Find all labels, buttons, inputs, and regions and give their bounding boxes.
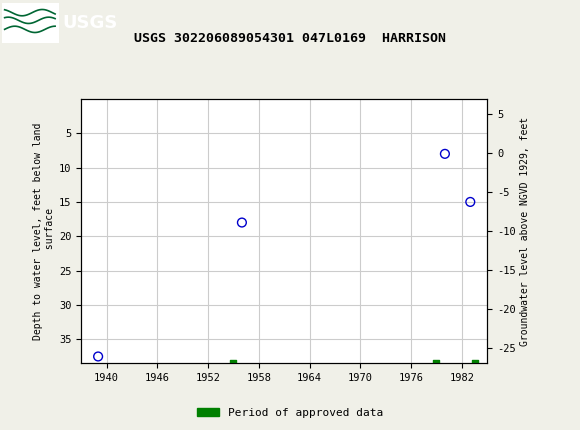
Legend: Period of approved data: Period of approved data <box>193 403 387 422</box>
Bar <box>3 3 58 42</box>
Point <box>229 360 238 367</box>
Point <box>440 150 450 157</box>
Y-axis label: Depth to water level, feet below land
 surface: Depth to water level, feet below land su… <box>33 123 55 340</box>
Point <box>237 219 246 226</box>
Text: USGS 302206089054301 047L0169  HARRISON: USGS 302206089054301 047L0169 HARRISON <box>134 32 446 45</box>
Point <box>93 353 103 360</box>
Point <box>470 360 479 367</box>
Point <box>466 199 475 206</box>
Text: USGS: USGS <box>62 14 117 31</box>
Y-axis label: Groundwater level above NGVD 1929, feet: Groundwater level above NGVD 1929, feet <box>520 117 530 346</box>
Point <box>432 360 441 367</box>
